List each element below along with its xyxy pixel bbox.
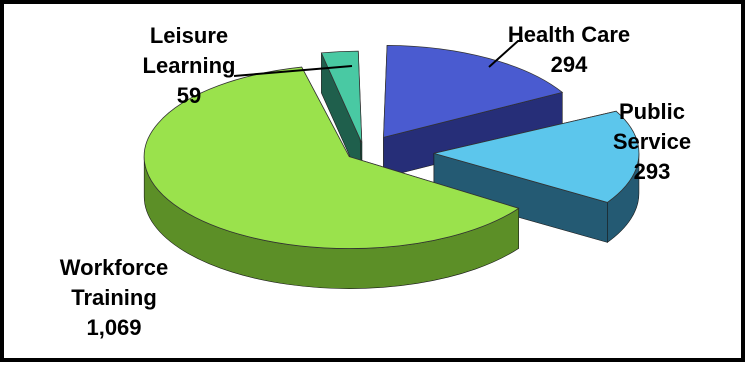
slice-value-2: 1,069 [86, 315, 141, 340]
slice-name-line-1-0: Public [619, 99, 685, 124]
slice-name-line-3-0: Leisure [150, 23, 228, 48]
slice-labels: Health Care 294 Public Service 293 Workforce T… [60, 22, 691, 340]
slice-label-1: Public Service 293 [613, 99, 691, 184]
pie-slice-2 [143, 66, 520, 249]
leader-line-3 [233, 65, 353, 77]
slice-value-0: 294 [551, 52, 588, 77]
slice-label-2: Workforce Training 1,069 [60, 255, 168, 340]
slice-label-3: Leisure Learning 59 [143, 23, 236, 108]
slice-name-line-1-1: Service [613, 129, 691, 154]
slice-name-line-0-0: Health Care [508, 22, 630, 47]
pie-slice-3 [320, 50, 363, 144]
slice-value-3: 59 [177, 83, 201, 108]
slice-tops [143, 44, 640, 249]
pie-slice-0 [383, 44, 564, 138]
slice-name-line-2-1: Training [71, 285, 157, 310]
pie-chart: Health Care 294 Public Service 293 Workforce T… [60, 22, 691, 340]
slice-name-line-3-1: Learning [143, 53, 236, 78]
slice-label-0: Health Care 294 [508, 22, 630, 77]
slice-name-line-2-0: Workforce [60, 255, 168, 280]
pie-slice-1 [433, 110, 640, 203]
leader-lines [233, 40, 523, 77]
leader-line-0 [488, 40, 523, 68]
slice-value-1: 293 [634, 159, 671, 184]
